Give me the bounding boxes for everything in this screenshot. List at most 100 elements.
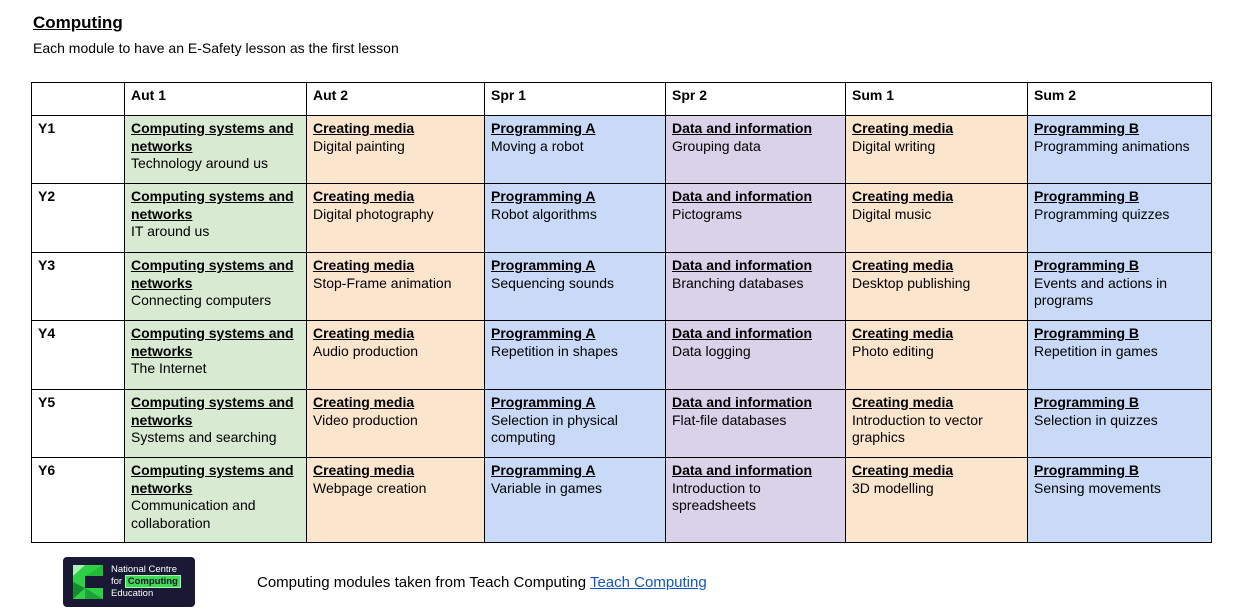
col-header-aut1: Aut 1 (124, 82, 307, 116)
module-topic: Webpage creation (313, 479, 427, 496)
module-title: Programming B (1034, 188, 1140, 204)
module-cell: Computing systems and networks The Intern… (124, 320, 307, 390)
module-cell: Creating media Digital writing (845, 115, 1028, 184)
module-title: Data and information (672, 120, 813, 136)
module-title: Creating media (313, 257, 415, 273)
module-cell: Programming B Selection in quizzes (1027, 389, 1212, 458)
module-title: Programming B (1034, 257, 1140, 273)
module-topic: Repetition in games (1034, 342, 1158, 359)
module-title: Programming A (491, 257, 596, 273)
module-cell: Computing systems and networks Communicat… (124, 457, 307, 543)
page-subtitle: Each module to have an E-Safety lesson a… (33, 40, 399, 56)
module-topic: Sensing movements (1034, 479, 1161, 496)
module-cell: Data and information Introduction to spre… (665, 457, 846, 543)
module-topic: Selection in quizzes (1034, 411, 1158, 428)
module-title: Creating media (852, 462, 954, 478)
module-title: Computing systems and networks (131, 325, 294, 359)
module-title: Creating media (313, 325, 415, 341)
module-cell: Programming B Programming animations (1027, 115, 1212, 184)
module-cell: Creating media Introduction to vector gra… (845, 389, 1028, 458)
col-header-spr2: Spr 2 (665, 82, 846, 116)
module-cell: Data and information Branching databases (665, 252, 846, 321)
module-title: Programming B (1034, 325, 1140, 341)
page-title: Computing (33, 13, 123, 32)
col-header-sum2: Sum 2 (1027, 82, 1212, 116)
module-cell: Programming A Sequencing sounds (484, 252, 666, 321)
module-title: Programming A (491, 462, 596, 478)
module-topic: Selection in physical computing (491, 411, 618, 446)
module-topic: Variable in games (491, 479, 603, 496)
module-cell: Data and information Data logging (665, 320, 846, 390)
module-cell: Creating media 3D modelling (845, 457, 1028, 543)
module-cell: Computing systems and networks Systems an… (124, 389, 307, 458)
module-cell: Computing systems and networks Connecting… (124, 252, 307, 321)
table-row-y2: Y2 Computing systems and networks IT arou… (31, 183, 1212, 253)
module-title: Programming A (491, 120, 596, 136)
ncce-logo-line1: National Centre (111, 564, 178, 575)
module-topic: Communication and collaboration (131, 497, 256, 531)
ncce-logo: National Centre for Computing Education (63, 557, 195, 607)
module-cell: Creating media Desktop publishing (845, 252, 1028, 321)
module-topic: Programming animations (1034, 137, 1190, 154)
module-topic: Robot algorithms (491, 205, 597, 222)
module-cell: Creating media Webpage creation (306, 457, 485, 543)
module-topic: Branching databases (672, 274, 804, 291)
module-cell: Data and information Flat-file databases (665, 389, 846, 458)
year-label: Y1 (31, 115, 125, 184)
col-header-spr1: Spr 1 (484, 82, 666, 116)
module-cell: Programming A Repetition in shapes (484, 320, 666, 390)
table-row-y4: Y4 Computing systems and networks The Int… (31, 320, 1212, 390)
teach-computing-link[interactable]: Teach Computing (589, 573, 707, 591)
module-topic: Introduction to vector graphics (852, 411, 983, 446)
module-topic: Systems and searching (131, 429, 277, 445)
ncce-logo-c-icon (73, 565, 103, 599)
module-topic: Desktop publishing (852, 274, 971, 291)
module-title: Computing systems and networks (131, 462, 294, 496)
module-title: Data and information (672, 394, 813, 410)
footer-note: Computing modules taken from Teach Compu… (257, 574, 707, 591)
module-title: Creating media (313, 394, 415, 410)
module-topic: Video production (313, 411, 418, 428)
year-label: Y3 (31, 252, 125, 321)
module-title: Creating media (313, 462, 415, 478)
module-cell: Programming B Sensing movements (1027, 457, 1212, 543)
ncce-logo-highlight: Computing (124, 575, 181, 588)
module-cell: Creating media Video production (306, 389, 485, 458)
module-cell: Creating media Photo editing (845, 320, 1028, 390)
module-cell: Programming A Moving a robot (484, 115, 666, 184)
module-title: Creating media (852, 188, 954, 204)
module-title: Programming B (1034, 394, 1140, 410)
module-title: Creating media (313, 120, 415, 136)
module-topic: 3D modelling (852, 479, 934, 496)
module-topic: The Internet (131, 360, 207, 376)
module-title: Programming B (1034, 462, 1140, 478)
module-cell: Data and information Grouping data (665, 115, 846, 184)
year-label: Y4 (31, 320, 125, 390)
module-title: Data and information (672, 325, 813, 341)
col-header-aut2: Aut 2 (306, 82, 485, 116)
year-label: Y5 (31, 389, 125, 458)
module-title: Computing systems and networks (131, 120, 294, 154)
corner-cell (31, 82, 125, 116)
module-cell: Creating media Digital music (845, 183, 1028, 253)
table-row-y6: Y6 Computing systems and networks Communi… (31, 457, 1212, 543)
module-topic: Grouping data (672, 137, 761, 154)
module-cell: Creating media Digital photography (306, 183, 485, 253)
module-topic: Technology around us (131, 155, 268, 171)
module-topic: Connecting computers (131, 292, 272, 308)
ncce-logo-line2: for Computing (111, 575, 181, 588)
module-topic: IT around us (131, 223, 210, 239)
module-title: Creating media (852, 257, 954, 273)
module-topic: Events and actions in programs (1034, 274, 1168, 309)
module-topic: Photo editing (852, 342, 934, 359)
module-topic: Digital painting (313, 137, 405, 154)
table-row-y3: Y3 Computing systems and networks Connect… (31, 252, 1212, 321)
module-title: Computing systems and networks (131, 257, 294, 291)
module-cell: Data and information Pictograms (665, 183, 846, 253)
module-title: Computing systems and networks (131, 188, 294, 222)
curriculum-table: Aut 1 Aut 2 Spr 1 Spr 2 Sum 1 Sum 2 Y1 C… (31, 82, 1212, 543)
module-title: Data and information (672, 188, 813, 204)
module-title: Data and information (672, 462, 813, 478)
module-topic: Digital photography (313, 205, 434, 222)
